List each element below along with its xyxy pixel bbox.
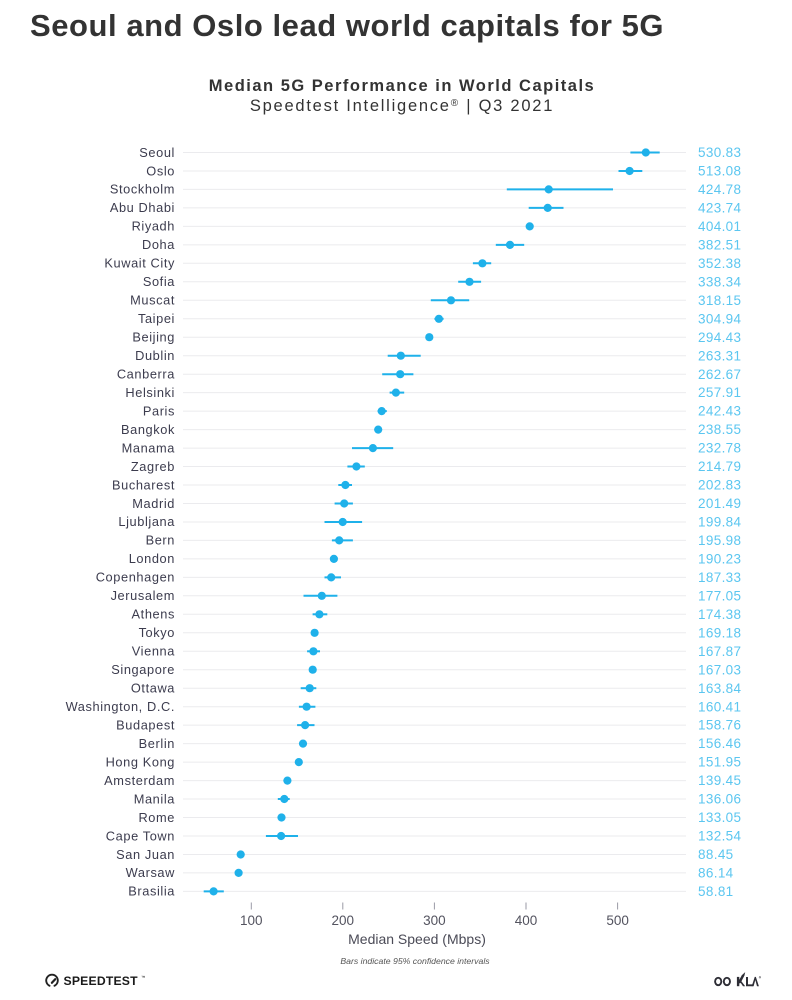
svg-text:530.83: 530.83 <box>698 145 741 160</box>
svg-text:Bern: Bern <box>146 533 175 548</box>
svg-text:201.49: 201.49 <box>698 496 741 511</box>
svg-text:SPEEDTEST: SPEEDTEST <box>64 974 139 988</box>
svg-text:Seoul: Seoul <box>139 145 175 160</box>
svg-text:423.74: 423.74 <box>698 201 742 216</box>
svg-text:Ljubljana: Ljubljana <box>118 514 175 529</box>
svg-text:199.84: 199.84 <box>698 515 742 530</box>
svg-text:86.14: 86.14 <box>698 866 734 881</box>
svg-text:Doha: Doha <box>142 237 175 252</box>
svg-text:190.23: 190.23 <box>698 552 741 567</box>
svg-text:Speedtest Intelligence® | Q3 2: Speedtest Intelligence® | Q3 2021 <box>250 97 554 115</box>
svg-text:Sofia: Sofia <box>143 274 175 289</box>
svg-text:404.01: 404.01 <box>698 219 741 234</box>
svg-text:Rome: Rome <box>138 810 175 825</box>
svg-text:156.46: 156.46 <box>698 736 741 751</box>
svg-text:Manama: Manama <box>122 440 176 455</box>
svg-text:Berlin: Berlin <box>139 736 175 751</box>
svg-text:500: 500 <box>606 913 629 928</box>
svg-text:™: ™ <box>141 975 146 980</box>
svg-text:Madrid: Madrid <box>132 496 175 511</box>
svg-text:167.03: 167.03 <box>698 662 741 677</box>
svg-text:338.34: 338.34 <box>698 274 742 289</box>
svg-text:Abu Dhabi: Abu Dhabi <box>110 200 175 215</box>
svg-text:513.08: 513.08 <box>698 164 741 179</box>
svg-text:160.41: 160.41 <box>698 699 741 714</box>
svg-text:Zagreb: Zagreb <box>131 459 175 474</box>
svg-text:88.45: 88.45 <box>698 847 734 862</box>
svg-text:214.79: 214.79 <box>698 459 741 474</box>
svg-text:Helsinki: Helsinki <box>125 385 175 400</box>
svg-text:318.15: 318.15 <box>698 293 741 308</box>
svg-text:187.33: 187.33 <box>698 570 741 585</box>
svg-text:Canberra: Canberra <box>117 367 175 382</box>
svg-text:Singapore: Singapore <box>111 662 175 677</box>
svg-text:Kuwait City: Kuwait City <box>104 256 175 271</box>
svg-text:Riyadh: Riyadh <box>132 219 175 234</box>
svg-text:195.98: 195.98 <box>698 533 741 548</box>
svg-text:382.51: 382.51 <box>698 238 741 253</box>
svg-text:Warsaw: Warsaw <box>126 865 175 880</box>
svg-text:139.45: 139.45 <box>698 773 741 788</box>
svg-text:Muscat: Muscat <box>130 293 175 308</box>
svg-text:202.83: 202.83 <box>698 478 741 493</box>
svg-text:300: 300 <box>423 913 446 928</box>
svg-text:Manila: Manila <box>134 791 176 806</box>
svg-text:133.05: 133.05 <box>698 810 741 825</box>
svg-text:169.18: 169.18 <box>698 625 741 640</box>
svg-text:257.91: 257.91 <box>698 385 741 400</box>
svg-text:Seoul and Oslo lead world capi: Seoul and Oslo lead world capitals for 5… <box>30 8 664 43</box>
svg-text:Beijing: Beijing <box>132 330 175 345</box>
svg-text:294.43: 294.43 <box>698 330 741 345</box>
svg-text:151.95: 151.95 <box>698 755 741 770</box>
svg-text:136.06: 136.06 <box>698 792 741 807</box>
svg-text:Brasilia: Brasilia <box>128 884 175 899</box>
svg-text:Median 5G Performance in World: Median 5G Performance in World Capitals <box>209 77 595 95</box>
svg-text:Bars indicate 95% confidence i: Bars indicate 95% confidence intervals <box>340 956 490 966</box>
svg-text:163.84: 163.84 <box>698 681 742 696</box>
svg-text:Hong Kong: Hong Kong <box>106 754 175 769</box>
svg-text:132.54: 132.54 <box>698 829 742 844</box>
svg-text:Jerusalem: Jerusalem <box>111 588 175 603</box>
svg-text:Budapest: Budapest <box>116 717 175 732</box>
svg-text:Dublin: Dublin <box>135 348 175 363</box>
svg-text:Paris: Paris <box>143 403 175 418</box>
svg-text:100: 100 <box>240 913 263 928</box>
svg-text:262.67: 262.67 <box>698 367 741 382</box>
svg-text:Bucharest: Bucharest <box>112 477 175 492</box>
svg-text:Washington, D.C.: Washington, D.C. <box>66 699 175 714</box>
svg-text:177.05: 177.05 <box>698 588 741 603</box>
svg-text:352.38: 352.38 <box>698 256 741 271</box>
svg-text:158.76: 158.76 <box>698 718 741 733</box>
svg-text:400: 400 <box>515 913 538 928</box>
svg-text:58.81: 58.81 <box>698 884 734 899</box>
svg-text:Stockholm: Stockholm <box>110 182 175 197</box>
svg-text:424.78: 424.78 <box>698 182 741 197</box>
svg-text:London: London <box>129 551 175 566</box>
svg-text:200: 200 <box>332 913 355 928</box>
svg-text:167.87: 167.87 <box>698 644 741 659</box>
svg-text:Vienna: Vienna <box>132 644 175 659</box>
svg-text:304.94: 304.94 <box>698 311 742 326</box>
svg-text:Ottawa: Ottawa <box>131 681 175 696</box>
svg-text:Oslo: Oslo <box>146 163 175 178</box>
svg-text:Tokyo: Tokyo <box>139 625 175 640</box>
svg-text:Median Speed (Mbps): Median Speed (Mbps) <box>348 931 486 947</box>
svg-text:232.78: 232.78 <box>698 441 741 456</box>
svg-text:242.43: 242.43 <box>698 404 741 419</box>
svg-text:Amsterdam: Amsterdam <box>104 773 175 788</box>
svg-text:Cape Town: Cape Town <box>106 828 175 843</box>
svg-text:Bangkok: Bangkok <box>121 422 175 437</box>
svg-text:238.55: 238.55 <box>698 422 741 437</box>
svg-text:174.38: 174.38 <box>698 607 741 622</box>
svg-text:Athens: Athens <box>132 607 175 622</box>
svg-text:Taipei: Taipei <box>138 311 175 326</box>
svg-text:Copenhagen: Copenhagen <box>96 570 175 585</box>
svg-text:263.31: 263.31 <box>698 348 741 363</box>
svg-text:San Juan: San Juan <box>116 847 175 862</box>
